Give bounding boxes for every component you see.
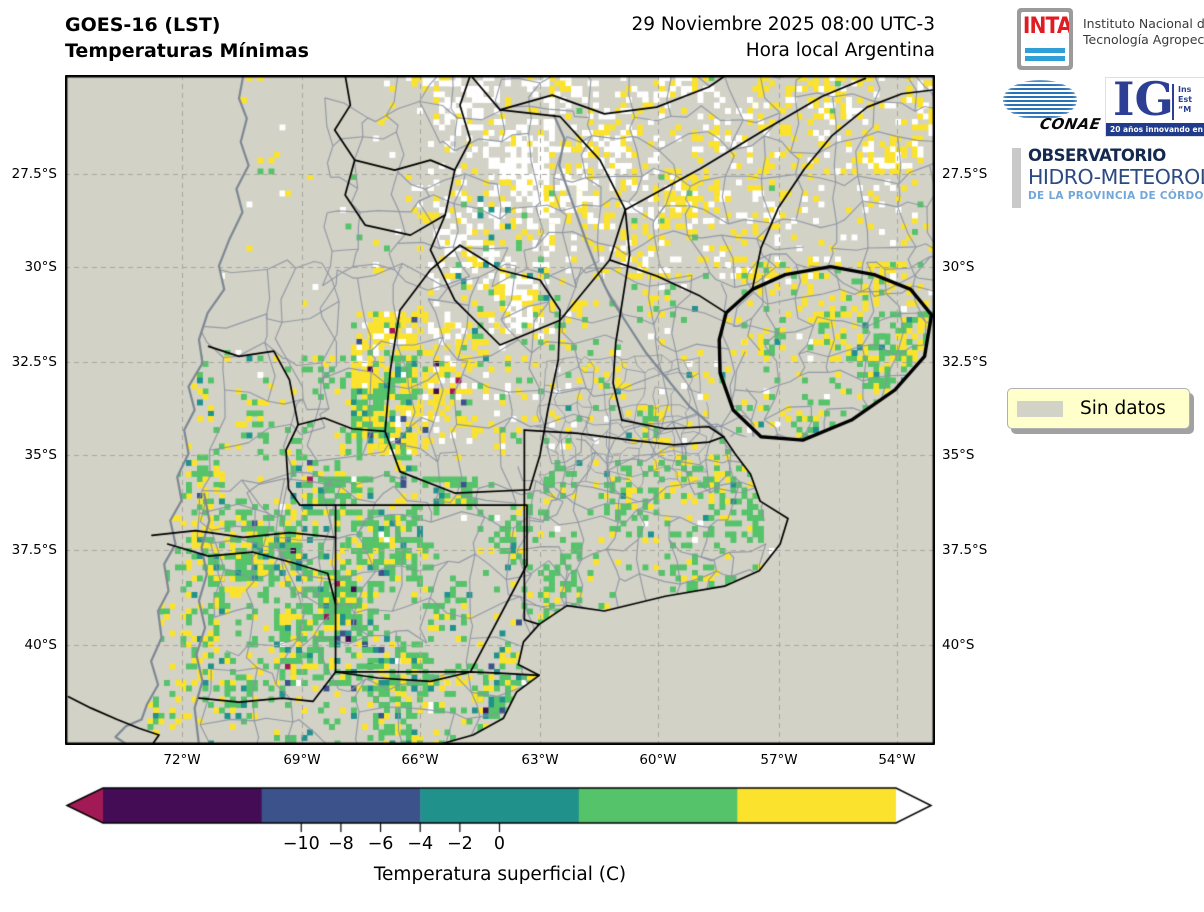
map-canvas [65,75,935,745]
inta-logo-inner: INTA [1021,12,1069,66]
datetime-line1: 29 Noviembre 2025 08:00 UTC-3 [631,14,935,35]
observatorio-bar [1012,148,1021,208]
gulich-acronym: IG [1113,77,1174,126]
colorbar-tick-label-0: −10 [282,834,320,854]
colorbar-canvas [60,782,940,834]
lat-tick-label-left-0: 27.5°S [11,166,57,183]
lon-tick-label-2: 66°W [401,752,439,768]
lat-tick-label-right-1: 30°S [942,259,975,276]
colorbar-tick-label-1: −8 [327,834,354,854]
observatorio-line1: OBSERVATORIO [1028,146,1166,165]
title-line1: GOES-16 (LST) [65,14,221,36]
lon-tick-label-5: 57°W [760,752,798,768]
colorbar-title: Temperatura superficial (C) [373,864,627,885]
title-line2: Temperaturas Mínimas [65,40,309,62]
lat-tick-label-right-5: 40°S [942,636,975,653]
lon-tick-label-0: 72°W [163,752,201,768]
lon-tick-label-3: 63°W [521,752,559,768]
lat-tick-label-left-1: 30°S [24,259,58,276]
datetime-line2: Hora local Argentina [745,40,935,61]
lon-tick-label-4: 60°W [639,752,677,768]
lat-tick-label-left-3: 35°S [24,447,58,464]
no-data-swatch [1017,400,1063,417]
lat-tick-label-right-3: 35°S [942,447,975,464]
inta-name: Instituto Nacional de Tecnología Agropec… [1083,16,1204,48]
lat-tick-label-right-0: 27.5°S [942,166,988,183]
gulich-divider [1172,84,1174,120]
observatorio-line2: HIDRO-METEOROLÓG [1028,165,1204,189]
no-data-label: Sin datos [1080,398,1166,419]
colorbar-tick-label-3: −4 [407,834,434,854]
observatorio-logo: OBSERVATORIO HIDRO-METEOROLÓG DE LA PROV… [1012,146,1204,210]
inta-name-line1: Instituto Nacional de [1083,16,1204,31]
conae-globe-icon [1003,80,1077,120]
lat-tick-label-left-2: 32.5°S [11,354,57,371]
map-title: GOES-16 (LST) Temperaturas Mínimas [65,12,309,64]
gulich-side-line1: Ins [1178,85,1192,94]
inta-acronym: INTA [1022,14,1069,39]
gulich-institute-logo: IG Ins Est “M 20 años innovando en Cienc… [1105,77,1204,137]
map-area [65,75,935,745]
gulich-side-line3: “M [1178,105,1192,114]
lat-tick-label-left-4: 37.5°S [11,542,57,559]
no-data-legend: Sin datos [1007,388,1190,429]
colorbar-tick-label-2: −6 [367,834,394,854]
observatorio-line3: DE LA PROVINCIA DE CÓRDOBA [1028,190,1204,202]
map-datetime: 29 Noviembre 2025 08:00 UTC-3 Hora local… [65,12,935,64]
colorbar-tick-label-4: −2 [446,834,473,854]
lat-tick-label-right-2: 32.5°S [942,354,988,371]
gulich-side-line2: Est [1178,95,1193,104]
inta-name-line2: Tecnología Agropecu [1083,32,1204,47]
inta-logo: INTA [1017,8,1073,70]
gulich-banner: 20 años innovando en Ciencia y E [1106,123,1204,136]
colorbar-tick-label-5: 0 [493,834,506,854]
conae-name: CONAE [1038,115,1103,133]
inta-bar-1 [1025,48,1065,53]
lat-tick-label-right-4: 37.5°S [942,542,988,559]
lon-tick-label-6: 54°W [878,752,916,768]
inta-bar-2 [1025,56,1065,61]
lat-tick-label-left-5: 40°S [24,636,58,653]
lon-tick-label-1: 69°W [283,752,321,768]
